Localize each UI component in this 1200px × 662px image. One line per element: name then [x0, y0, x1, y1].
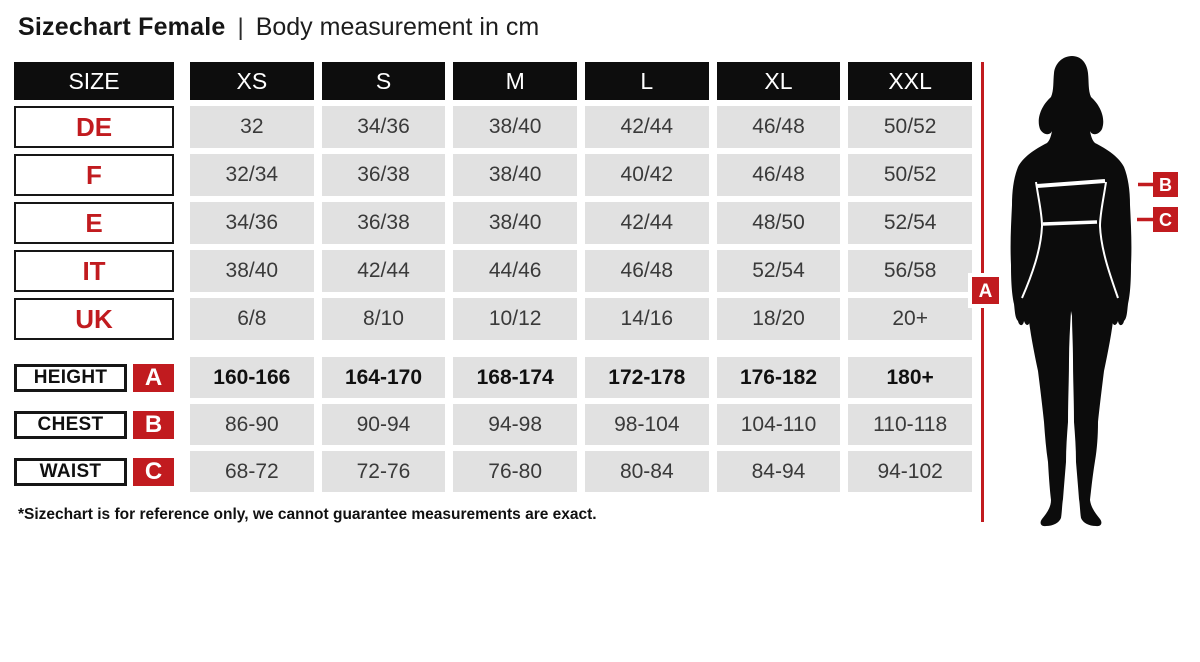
row-label-de: DE — [14, 106, 174, 148]
figure-badge-a — [972, 277, 999, 304]
measurement-badge-a: A — [133, 363, 174, 392]
size-cell-uk-m: 10/12 — [453, 298, 577, 340]
page-header: Sizechart Female | Body measurement in c… — [18, 13, 539, 42]
measure-cell-chest-xl: 104-110 — [716, 404, 841, 445]
size-cell-de-m: 38/40 — [453, 106, 577, 148]
size-cell-it-s: 42/44 — [321, 250, 446, 292]
size-cell-f-xl: 46/48 — [716, 154, 841, 196]
silhouette-svg: A B C — [968, 56, 1178, 527]
measure-cell-waist-xs: 68-72 — [190, 451, 314, 492]
size-cell-de-xxl: 50/52 — [848, 106, 972, 148]
size-cell-it-xs: 38/40 — [190, 250, 314, 292]
size-cell-it-xxl: 56/58 — [848, 250, 972, 292]
measure-cell-chest-xs: 86-90 — [190, 404, 314, 445]
size-cell-it-m: 44/46 — [453, 250, 577, 292]
size-column-header: SIZE — [14, 62, 174, 100]
female-silhouette-figure: A B C — [960, 50, 1200, 540]
size-cell-e-xxl: 52/54 — [848, 202, 972, 244]
size-cell-e-xl: 48/50 — [716, 202, 841, 244]
size-cell-de-xl: 46/48 — [716, 106, 841, 148]
size-cell-it-l: 46/48 — [584, 250, 709, 292]
measure-cell-chest-l: 98-104 — [584, 404, 709, 445]
measurement-label-height: HEIGHT A — [14, 357, 174, 398]
measurement-badge-b: B — [133, 410, 174, 439]
measurement-label-text-waist: WAIST — [14, 457, 127, 486]
disclaimer-text: *Sizechart is for reference only, we can… — [18, 506, 597, 523]
measure-cell-height-xxl: 180+ — [848, 357, 972, 398]
chest-measure-line — [1036, 179, 1106, 188]
size-table: SIZE XS S M L XL XXL DE 32 34/36 38/40 42/44 46/48 50… — [14, 62, 972, 492]
figure-badge-a-label: A — [979, 281, 993, 302]
measure-cell-waist-xl: 84-94 — [716, 451, 841, 492]
size-cell-uk-xl: 18/20 — [716, 298, 841, 340]
measure-cell-chest-xxl: 110-118 — [848, 404, 972, 445]
column-header-l: L — [584, 62, 709, 100]
figure-badge-b — [1153, 172, 1178, 197]
waist-measure-line — [1042, 220, 1098, 226]
figure-badge-b-label: B — [1159, 175, 1172, 195]
title-separator: | — [237, 14, 244, 41]
measure-cell-waist-m: 76-80 — [453, 451, 577, 492]
measure-cell-chest-m: 94-98 — [453, 404, 577, 445]
measurement-label-chest: CHEST B — [14, 404, 174, 445]
size-cell-f-l: 40/42 — [584, 154, 709, 196]
size-cell-de-xs: 32 — [190, 106, 314, 148]
figure-badge-c — [1153, 207, 1178, 232]
measurement-label-text-height: HEIGHT — [14, 363, 127, 392]
measure-cell-height-xl: 176-182 — [716, 357, 841, 398]
measure-cell-height-s: 164-170 — [321, 357, 446, 398]
size-cell-uk-s: 8/10 — [321, 298, 446, 340]
size-cell-f-xxl: 50/52 — [848, 154, 972, 196]
measurement-badge-c: C — [133, 457, 174, 486]
column-header-xxl: XXL — [848, 62, 972, 100]
table-section-divider — [14, 346, 972, 351]
arm-gap-left — [1021, 181, 1044, 299]
column-header-m: M — [453, 62, 577, 100]
measure-cell-waist-s: 72-76 — [321, 451, 446, 492]
size-cell-e-l: 42/44 — [584, 202, 709, 244]
size-cell-e-s: 36/38 — [321, 202, 446, 244]
figure-badge-c-label: C — [1159, 210, 1172, 230]
row-label-e: E — [14, 202, 174, 244]
measure-cell-waist-l: 80-84 — [584, 451, 709, 492]
size-cell-uk-l: 14/16 — [584, 298, 709, 340]
row-label-it: IT — [14, 250, 174, 292]
size-cell-uk-xs: 6/8 — [190, 298, 314, 340]
female-silhouette — [1010, 56, 1132, 527]
column-header-xl: XL — [716, 62, 841, 100]
size-cell-f-xs: 32/34 — [190, 154, 314, 196]
size-cell-uk-xxl: 20+ — [848, 298, 972, 340]
measure-cell-chest-s: 90-94 — [321, 404, 446, 445]
size-cell-e-xs: 34/36 — [190, 202, 314, 244]
measure-cell-height-xs: 160-166 — [190, 357, 314, 398]
column-header-xs: XS — [190, 62, 314, 100]
size-cell-f-s: 36/38 — [321, 154, 446, 196]
row-label-f: F — [14, 154, 174, 196]
arm-gap-right — [1098, 181, 1119, 299]
size-cell-e-m: 38/40 — [453, 202, 577, 244]
size-cell-de-l: 42/44 — [584, 106, 709, 148]
row-label-uk: UK — [14, 298, 174, 340]
measurement-label-text-chest: CHEST — [14, 410, 127, 439]
page-subtitle: Body measurement in cm — [255, 13, 540, 41]
size-cell-f-m: 38/40 — [453, 154, 577, 196]
size-cell-de-s: 34/36 — [321, 106, 446, 148]
measure-cell-waist-xxl: 94-102 — [848, 451, 972, 492]
measure-cell-height-l: 172-178 — [584, 357, 709, 398]
measure-cell-height-m: 168-174 — [453, 357, 577, 398]
page-title: Sizechart Female — [18, 13, 226, 41]
size-cell-it-xl: 52/54 — [716, 250, 841, 292]
column-header-s: S — [321, 62, 446, 100]
measurement-label-waist: WAIST C — [14, 451, 174, 492]
